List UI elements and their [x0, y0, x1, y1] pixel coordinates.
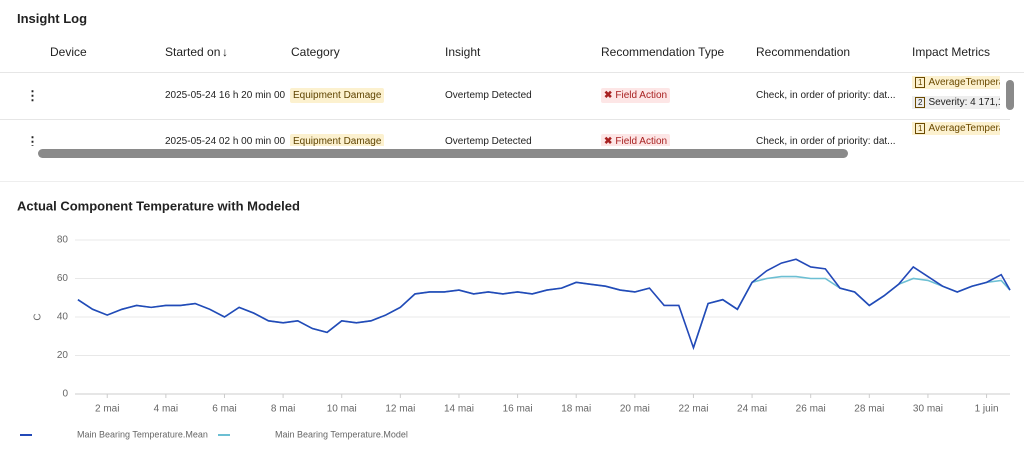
metric-text: AverageTempera	[928, 123, 1000, 134]
column-header: Device	[50, 45, 87, 59]
section-title: Insight Log	[17, 11, 88, 26]
row-divider	[0, 119, 1010, 120]
category: Equipment Damage	[290, 134, 385, 149]
y-tick-label: 20	[57, 350, 69, 361]
sort-icon: ↓	[222, 45, 228, 59]
tools-icon: ✖	[604, 136, 613, 147]
insight: Overtemp Detected	[445, 136, 532, 147]
x-tick-label: 6 mai	[212, 404, 236, 415]
y-tick-label: 40	[57, 312, 69, 323]
metric-index: 2	[915, 97, 926, 108]
recommendation-type: ✖ Field Action	[601, 134, 671, 149]
column-header: Insight	[445, 45, 481, 59]
section-divider	[0, 181, 1024, 182]
metric-text: Severity: 4 171,1	[928, 97, 1000, 108]
recommendation-type: ✖ Field Action	[601, 88, 671, 103]
tools-icon: ✖	[604, 90, 613, 101]
column-header: Category	[291, 45, 340, 59]
recommendation-type-text: Field Action	[615, 136, 668, 147]
x-tick-label: 14 mai	[444, 404, 474, 415]
x-tick-label: 26 mai	[796, 404, 826, 415]
recommendation-type-text: Field Action	[615, 90, 668, 101]
x-tick-label: 1 juin	[975, 404, 999, 415]
x-tick-label: 30 mai	[913, 404, 943, 415]
legend-label: Main Bearing Temperature.Mean	[77, 429, 208, 439]
column-header: Recommendation Type	[601, 45, 725, 59]
column-header: Recommendation	[756, 45, 851, 59]
x-tick-label: 28 mai	[854, 404, 884, 415]
column-header: Impact Metrics	[912, 45, 991, 59]
started-on: 2025-05-24 02 h 00 min 00 s	[165, 136, 287, 147]
y-axis-label: C	[33, 313, 44, 320]
chart-title: Actual Component Temperature with Modele…	[17, 198, 300, 213]
y-tick-label: 0	[62, 389, 68, 400]
metric-index: 1	[915, 77, 926, 88]
series-line	[77, 275, 1011, 349]
row-menu[interactable]: ⋮	[26, 88, 39, 103]
impact-metric: 2 Severity: 4 171,1	[912, 96, 1000, 109]
metric-index: 1	[915, 123, 926, 134]
x-tick-label: 24 mai	[737, 404, 767, 415]
started-on: 2025-05-24 16 h 20 min 00 s	[165, 90, 287, 101]
h-scrollbar[interactable]	[38, 149, 848, 158]
x-tick-label: 20 mai	[620, 404, 650, 415]
x-tick-label: 10 mai	[327, 404, 357, 415]
series-line	[77, 258, 1011, 351]
column-header: Started on	[165, 45, 221, 59]
x-tick-label: 4 mai	[154, 404, 178, 415]
x-tick-label: 16 mai	[503, 404, 533, 415]
row-divider	[0, 72, 1024, 73]
impact-metric: 1 AverageTempera	[912, 122, 1000, 135]
row-menu[interactable]: ⋮	[26, 134, 39, 149]
x-tick-label: 22 mai	[678, 404, 708, 415]
x-tick-label: 12 mai	[385, 404, 415, 415]
legend-label: Main Bearing Temperature.Model	[275, 429, 408, 439]
metric-text: AverageTempera	[928, 77, 1000, 88]
y-tick-label: 80	[57, 235, 69, 246]
insight: Overtemp Detected	[445, 90, 532, 101]
category: Equipment Damage	[290, 88, 385, 103]
v-scrollbar[interactable]	[1006, 80, 1014, 110]
impact-metric: 1 AverageTempera	[912, 76, 1000, 89]
y-tick-label: 60	[57, 273, 69, 284]
x-tick-label: 2 mai	[95, 404, 119, 415]
x-tick-label: 8 mai	[271, 404, 295, 415]
x-tick-label: 18 mai	[561, 404, 591, 415]
